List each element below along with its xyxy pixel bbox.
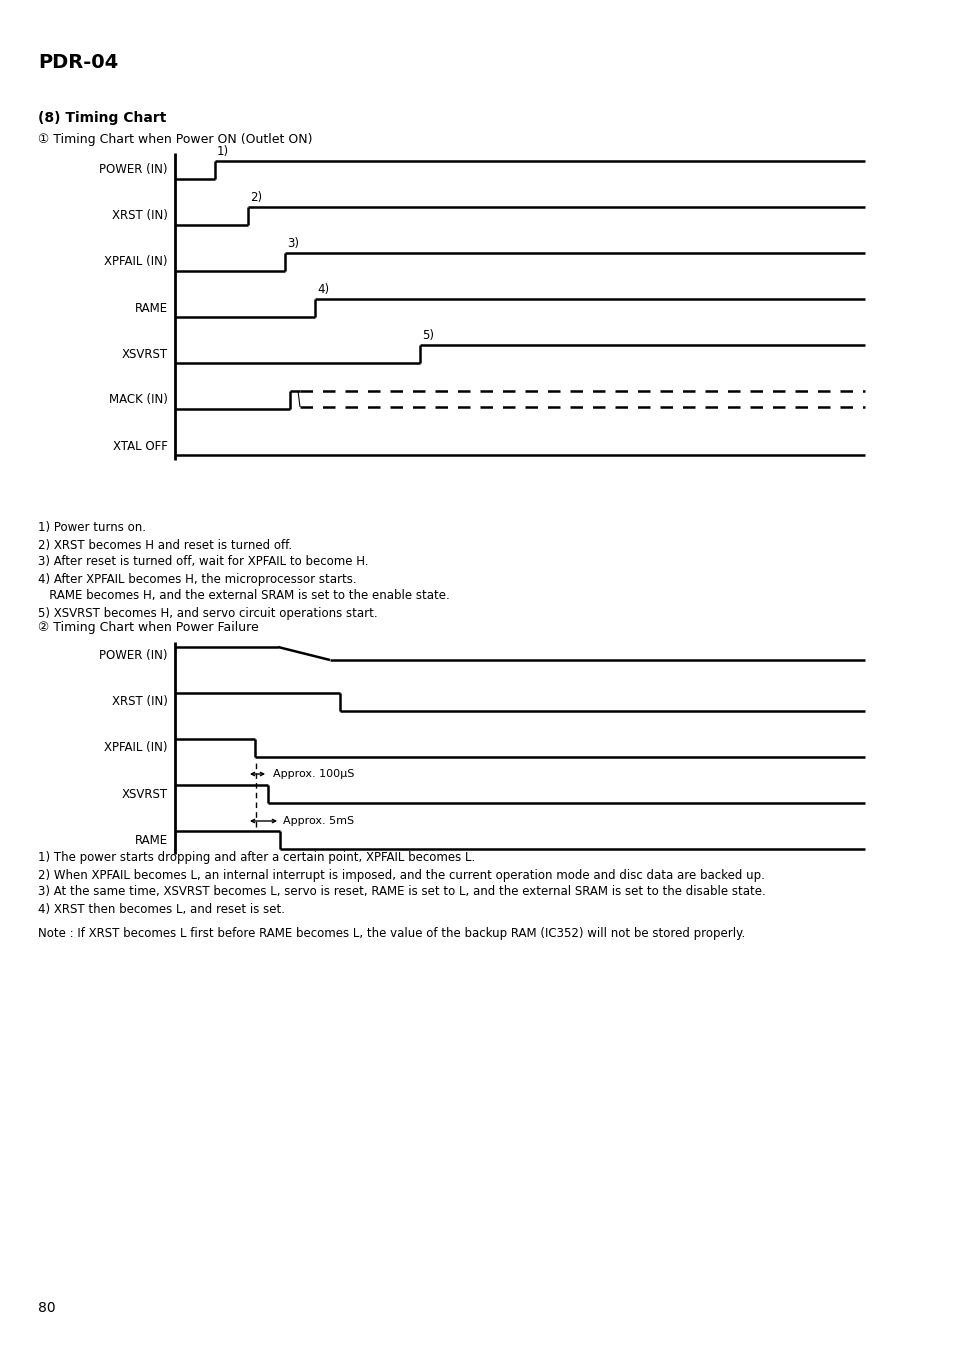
Text: POWER (IN): POWER (IN) [99,650,168,662]
Text: 2): 2) [250,191,262,205]
Text: 2) XRST becomes H and reset is turned off.: 2) XRST becomes H and reset is turned of… [38,538,292,551]
Text: 1) The power starts dropping and after a certain point, XPFAIL becomes L.: 1) The power starts dropping and after a… [38,852,475,864]
Text: 5) XSVRST becomes H, and servo circuit operations start.: 5) XSVRST becomes H, and servo circuit o… [38,607,377,620]
Text: 3) After reset is turned off, wait for XPFAIL to become H.: 3) After reset is turned off, wait for X… [38,555,368,569]
Text: Approx. 5mS: Approx. 5mS [283,816,354,826]
Text: PDR-04: PDR-04 [38,54,118,73]
Text: ① Timing Chart when Power ON (Outlet ON): ① Timing Chart when Power ON (Outlet ON) [38,133,313,147]
Text: XTAL OFF: XTAL OFF [113,439,168,453]
Text: MACK (IN): MACK (IN) [109,394,168,407]
Text: XPFAIL (IN): XPFAIL (IN) [105,256,168,268]
Text: XRST (IN): XRST (IN) [112,209,168,222]
Text: Note : If XRST becomes L first before RAME becomes L, the value of the backup RA: Note : If XRST becomes L first before RA… [38,926,744,940]
Text: XRST (IN): XRST (IN) [112,696,168,709]
Text: 3) At the same time, XSVRST becomes L, servo is reset, RAME is set to L, and the: 3) At the same time, XSVRST becomes L, s… [38,886,765,899]
Text: POWER (IN): POWER (IN) [99,163,168,177]
Text: 5): 5) [421,329,434,342]
Text: (8) Timing Chart: (8) Timing Chart [38,111,166,125]
Text: RAME becomes H, and the external SRAM is set to the enable state.: RAME becomes H, and the external SRAM is… [38,589,449,603]
Text: 1): 1) [216,146,229,159]
Text: 80: 80 [38,1301,55,1316]
Text: 2) When XPFAIL becomes L, an internal interrupt is imposed, and the current oper: 2) When XPFAIL becomes L, an internal in… [38,868,764,882]
Text: 4) After XPFAIL becomes H, the microprocessor starts.: 4) After XPFAIL becomes H, the microproc… [38,573,356,585]
Text: ② Timing Chart when Power Failure: ② Timing Chart when Power Failure [38,621,258,635]
Text: XSVRST: XSVRST [122,348,168,360]
Text: 4) XRST then becomes L, and reset is set.: 4) XRST then becomes L, and reset is set… [38,903,285,915]
Text: RAME: RAME [134,833,168,847]
Text: Approx. 100μS: Approx. 100μS [273,768,354,779]
Text: XSVRST: XSVRST [122,787,168,801]
Text: RAME: RAME [134,302,168,314]
Text: 3): 3) [287,237,298,251]
Text: 4): 4) [316,283,329,297]
Text: XPFAIL (IN): XPFAIL (IN) [105,741,168,755]
Text: 1) Power turns on.: 1) Power turns on. [38,522,146,535]
